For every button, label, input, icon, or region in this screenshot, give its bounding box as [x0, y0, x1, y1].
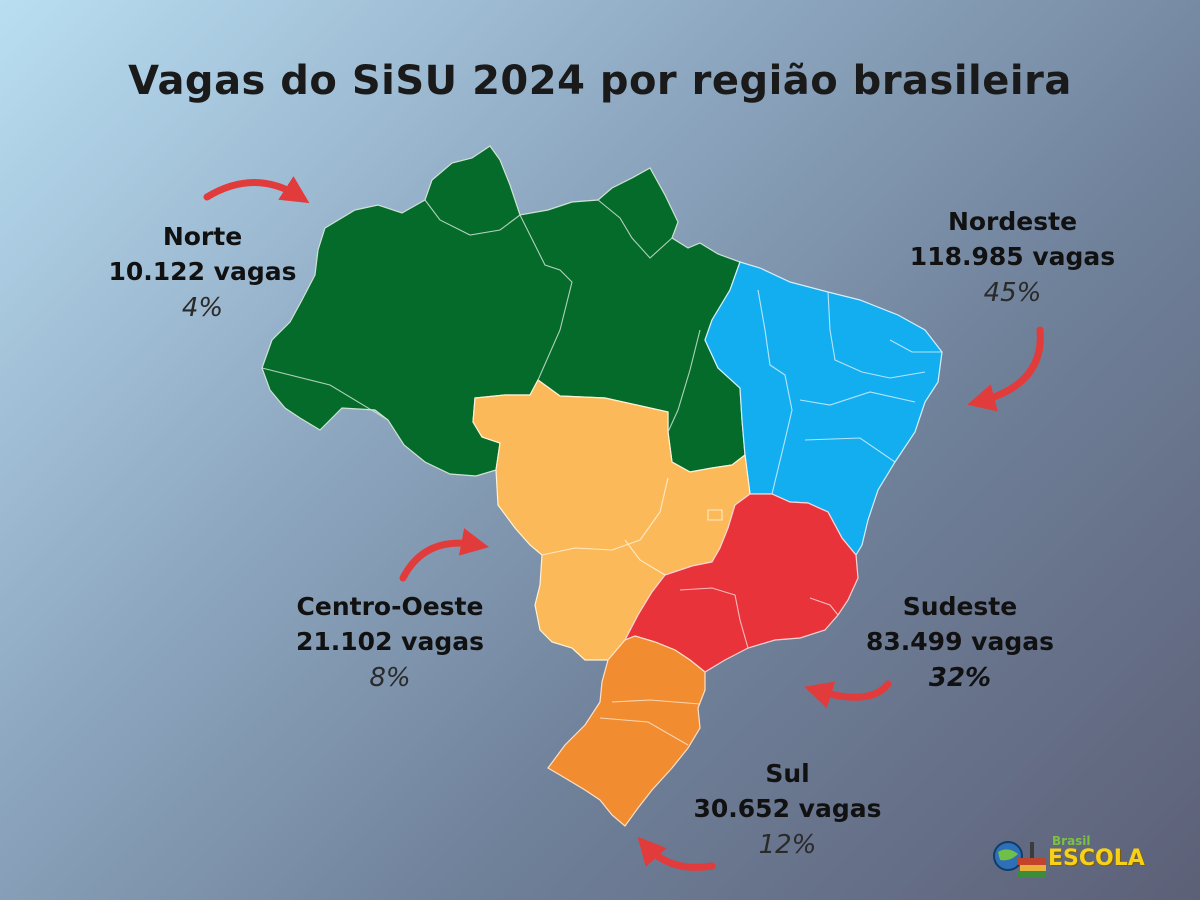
region-vagas: 118.985 vagas: [909, 242, 1116, 271]
arrow-sudeste: [804, 680, 892, 709]
map-title: Vagas do SiSU 2024 por região brasileira: [128, 58, 1072, 104]
arrow-nordeste: [967, 326, 1044, 412]
label-sul: Sul 30.652 vagas 12%: [680, 757, 895, 863]
label-norte: Norte 10.122 vagas 4%: [100, 220, 305, 326]
region-vagas: 10.122 vagas: [108, 257, 297, 286]
state-borders: [261, 199, 942, 746]
brasil-escola-logo: Brasil ESCOLA: [990, 830, 1160, 880]
arrow-centro-oeste: [399, 528, 490, 582]
region-pct: 4%: [181, 293, 224, 323]
region-name: Nordeste: [947, 207, 1078, 236]
region-pct: 45%: [983, 278, 1042, 308]
region-sudeste: [623, 493, 859, 673]
globe-books-icon: [993, 841, 1046, 877]
logo-escola-text: ESCOLA: [1048, 846, 1145, 871]
region-vagas: 21.102 vagas: [296, 627, 484, 656]
region-name: Centro-Oeste: [296, 592, 484, 621]
region-vagas: 30.652 vagas: [693, 794, 882, 823]
region-vagas: 83.499 vagas: [866, 627, 1054, 656]
region-name: Sudeste: [902, 592, 1018, 621]
logo-brasil-text: Brasil: [1052, 834, 1091, 848]
label-nordeste: Nordeste 118.985 vagas 45%: [895, 205, 1130, 311]
region-name: Norte: [162, 222, 243, 251]
region-name: Sul: [765, 759, 810, 788]
region-pct: 12%: [758, 830, 817, 860]
arrow-sul: [637, 836, 716, 871]
label-centro-oeste: Centro-Oeste 21.102 vagas 8%: [275, 590, 505, 696]
label-sudeste: Sudeste 83.499 vagas 32%: [850, 590, 1070, 696]
region-nordeste: [704, 261, 943, 557]
region-sul: [547, 635, 706, 827]
region-pct: 8%: [369, 663, 411, 693]
arrow-norte: [203, 176, 310, 204]
region-pct: 32%: [928, 663, 992, 693]
